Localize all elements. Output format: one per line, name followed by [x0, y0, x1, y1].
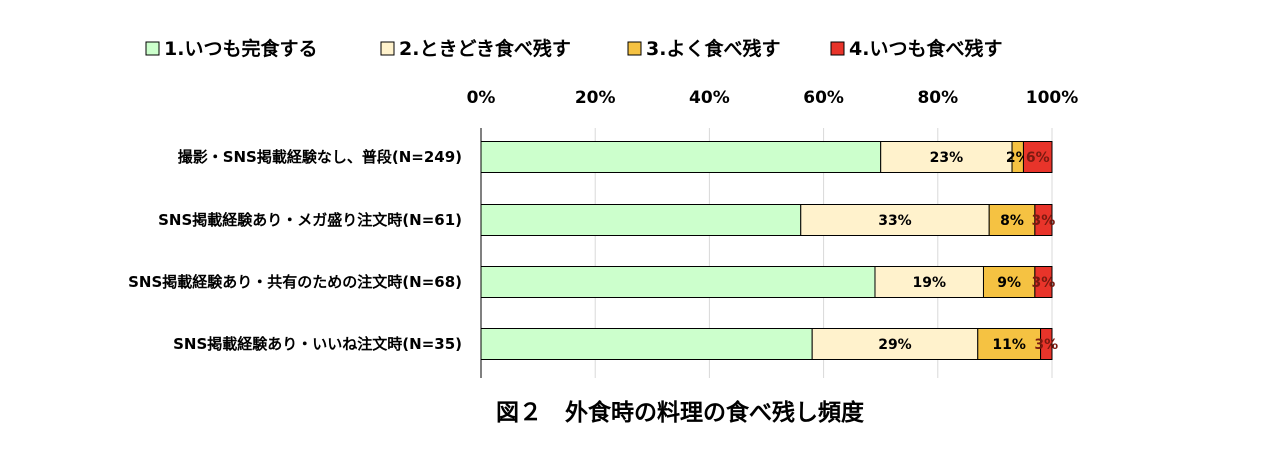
data-label: 3%: [1032, 275, 1056, 291]
data-label: 29%: [878, 337, 912, 353]
data-label: 33%: [878, 213, 912, 229]
bar-segment: [1034, 266, 1053, 298]
bar-segment: [982, 266, 1036, 298]
legend-swatch: [627, 41, 642, 56]
legend-item: 2.ときどき食べ残す: [380, 37, 571, 60]
data-label: 23%: [930, 150, 964, 166]
legend-label: 2.ときどき食べ残す: [399, 37, 571, 60]
x-tick-label: 40%: [689, 88, 730, 108]
category-label: SNS掲載経験あり・いいね注文時(N=35): [173, 335, 462, 353]
bar-segment: [480, 266, 876, 298]
legend-label: 1.いつも完食する: [164, 37, 317, 60]
data-label: 3%: [1034, 337, 1058, 353]
category-label: SNS掲載経験あり・共有のための注文時(N=68): [128, 273, 462, 291]
bar-segment: [480, 328, 813, 360]
bar-segment: [480, 141, 882, 173]
legend-swatch: [145, 41, 160, 56]
data-label: 6%: [1026, 150, 1050, 166]
category-label: SNS掲載経験あり・メガ盛り注文時(N=61): [158, 211, 462, 229]
data-label: 3%: [1032, 213, 1056, 229]
bar-segment: [977, 328, 1042, 360]
data-label: 9%: [997, 275, 1021, 291]
data-label: 19%: [912, 275, 946, 291]
legend-label: 4.いつも食べ残す: [849, 37, 1002, 60]
legend-swatch: [380, 41, 395, 56]
legend-item: 1.いつも完食する: [145, 37, 317, 60]
x-tick-label: 100%: [1026, 88, 1079, 108]
figure-caption: 図２ 外食時の料理の食べ残し頻度: [496, 399, 865, 426]
bar-segment: [988, 204, 1036, 236]
data-label: 11%: [992, 337, 1026, 353]
legend-swatch: [830, 41, 845, 56]
category-label: 撮影・SNS掲載経験なし、普段(N=249): [178, 148, 462, 166]
bar-segment: [1040, 328, 1053, 360]
x-tick-label: 80%: [917, 88, 958, 108]
x-tick-label: 0%: [467, 88, 496, 108]
bar-segment: [874, 266, 984, 298]
bar-segment: [880, 141, 1013, 173]
bar-segment: [1034, 204, 1053, 236]
legend-item: 3.よく食べ残す: [627, 37, 780, 60]
bar-segment: [1022, 141, 1053, 173]
legend-item: 4.いつも食べ残す: [830, 37, 1002, 60]
data-label: 8%: [1000, 213, 1024, 229]
legend-label: 3.よく食べ残す: [646, 37, 780, 60]
x-tick-label: 20%: [575, 88, 616, 108]
x-tick-label: 60%: [803, 88, 844, 108]
bar-segment: [480, 204, 802, 236]
